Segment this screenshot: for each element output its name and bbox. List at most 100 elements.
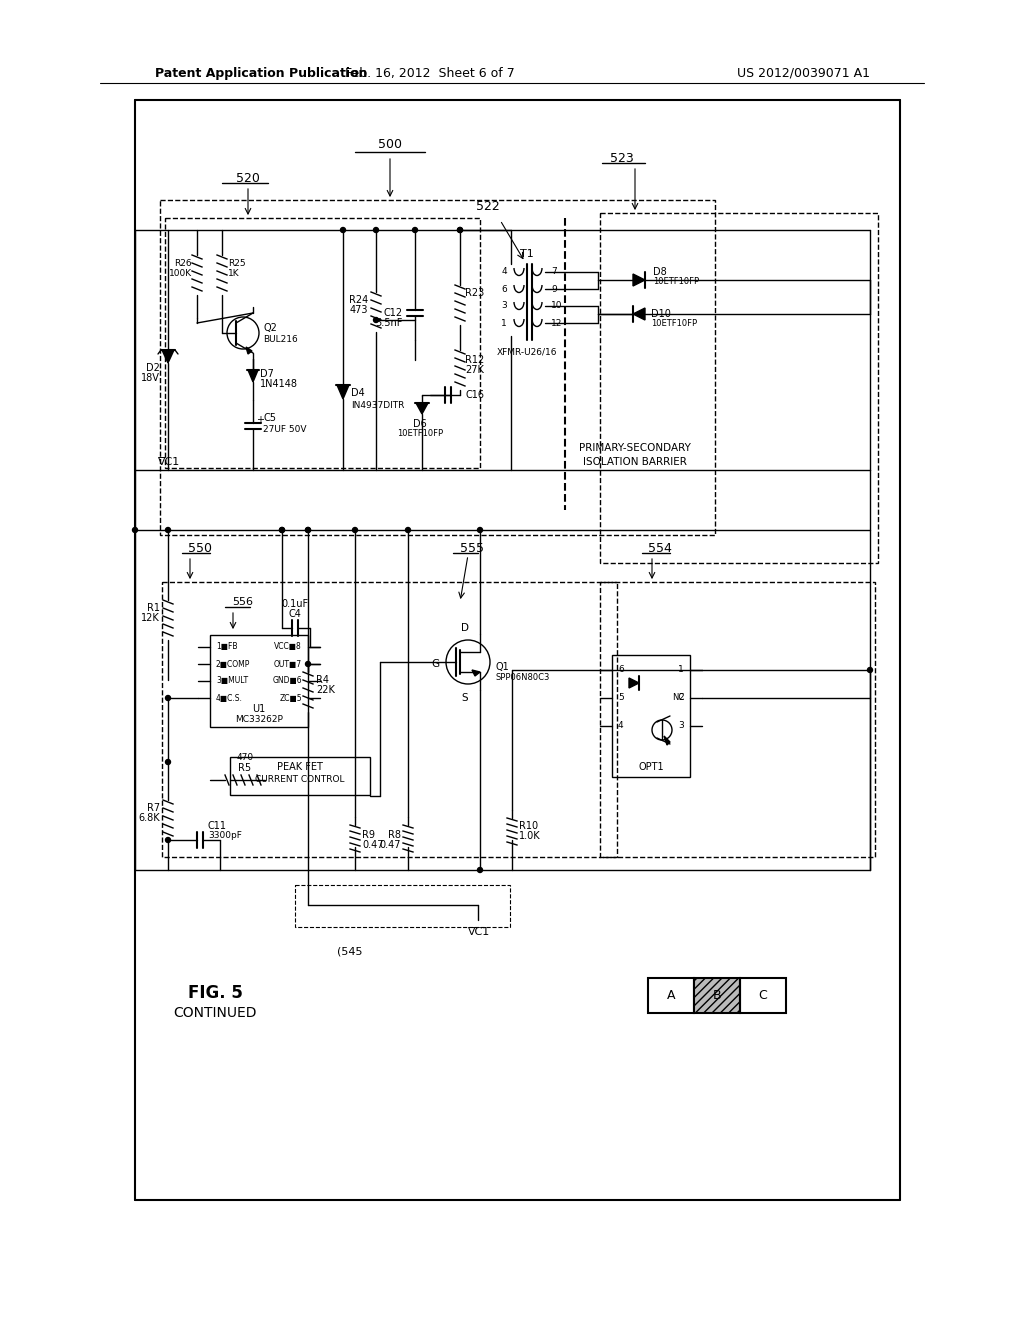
Text: XFMR-U26/16: XFMR-U26/16 [497, 347, 557, 356]
Circle shape [374, 227, 379, 232]
Text: D7: D7 [260, 370, 273, 379]
Bar [600, 213, 878, 564]
Text: C11: C11 [208, 821, 227, 832]
Text: 1K: 1K [228, 268, 240, 277]
Text: 22K: 22K [316, 685, 335, 696]
Bar [160, 201, 715, 535]
Text: 4■C.S.: 4■C.S. [216, 693, 243, 702]
Circle shape [132, 528, 137, 532]
Polygon shape [246, 347, 252, 354]
Bar [295, 884, 510, 927]
Polygon shape [416, 403, 428, 414]
Circle shape [305, 528, 310, 532]
Text: 6: 6 [618, 665, 624, 675]
Text: BUL216: BUL216 [263, 334, 298, 343]
Text: 27UF 50V: 27UF 50V [263, 425, 306, 434]
Text: 0.47: 0.47 [362, 840, 384, 850]
Text: C: C [759, 989, 767, 1002]
Polygon shape [664, 737, 670, 744]
Bar [648, 978, 694, 1012]
Text: 3300pF: 3300pF [208, 832, 242, 841]
Bar [740, 978, 786, 1012]
Circle shape [280, 528, 285, 532]
Text: 10: 10 [551, 301, 562, 310]
Text: 500: 500 [378, 139, 402, 152]
Text: 554: 554 [648, 541, 672, 554]
Circle shape [341, 227, 345, 232]
Circle shape [166, 528, 171, 532]
Text: 10ETF10FP: 10ETF10FP [651, 319, 697, 329]
Text: R7: R7 [146, 803, 160, 813]
Polygon shape [629, 678, 639, 688]
Text: 3: 3 [502, 301, 507, 310]
Text: R4: R4 [316, 675, 329, 685]
Text: R1: R1 [147, 603, 160, 612]
Bar [162, 582, 617, 857]
Text: D10: D10 [651, 309, 671, 319]
Circle shape [413, 227, 418, 232]
Text: 100K: 100K [169, 268, 193, 277]
Text: IN4937DITR: IN4937DITR [351, 400, 404, 409]
Text: D6: D6 [413, 418, 427, 429]
Text: 4: 4 [618, 722, 624, 730]
Text: 9: 9 [551, 285, 557, 293]
Polygon shape [248, 370, 258, 381]
Bar [612, 655, 690, 777]
Text: 473: 473 [349, 305, 368, 315]
Text: 2■COMP: 2■COMP [216, 660, 251, 668]
Text: 4: 4 [502, 268, 507, 276]
Text: PRIMARY-SECONDARY: PRIMARY-SECONDARY [579, 444, 691, 453]
Text: Patent Application Publication: Patent Application Publication [155, 66, 368, 79]
Circle shape [867, 668, 872, 672]
Circle shape [477, 867, 482, 873]
Text: 470: 470 [237, 754, 254, 763]
Text: 523: 523 [610, 152, 634, 165]
Text: 555: 555 [460, 541, 484, 554]
Text: R24: R24 [349, 294, 368, 305]
Circle shape [458, 227, 463, 232]
Text: US 2012/0039071 A1: US 2012/0039071 A1 [737, 66, 870, 79]
Text: 1.0K: 1.0K [519, 832, 541, 841]
Text: Feb. 16, 2012  Sheet 6 of 7: Feb. 16, 2012 Sheet 6 of 7 [345, 66, 515, 79]
Text: C4: C4 [289, 609, 301, 619]
Text: 522: 522 [476, 201, 500, 214]
Circle shape [305, 528, 310, 532]
Circle shape [305, 661, 310, 667]
Text: 2: 2 [678, 693, 684, 702]
Text: G: G [432, 659, 440, 669]
Bar [230, 756, 370, 795]
Circle shape [406, 528, 411, 532]
Polygon shape [162, 350, 174, 363]
Circle shape [280, 528, 285, 532]
Text: R26: R26 [174, 259, 193, 268]
Text: 550: 550 [188, 541, 212, 554]
Text: R9: R9 [362, 830, 375, 840]
Text: ZC■5: ZC■5 [280, 693, 302, 702]
Text: 1■FB: 1■FB [216, 643, 238, 652]
Text: 5.5nF: 5.5nF [376, 318, 403, 327]
Text: OUT■7: OUT■7 [273, 660, 302, 668]
Text: 0.1uF: 0.1uF [282, 599, 308, 609]
Text: R5: R5 [239, 763, 252, 774]
Text: ISOLATION BARRIER: ISOLATION BARRIER [583, 457, 687, 467]
Text: NC: NC [672, 693, 684, 702]
Text: D: D [461, 623, 469, 634]
Text: +: + [256, 414, 264, 425]
Text: OPT1: OPT1 [638, 762, 664, 772]
Text: 1N4148: 1N4148 [260, 379, 298, 389]
Text: R12: R12 [465, 355, 484, 366]
Text: MC33262P: MC33262P [236, 714, 283, 723]
Circle shape [477, 528, 482, 532]
Text: 520: 520 [237, 172, 260, 185]
Text: C16: C16 [465, 389, 484, 400]
Text: A: A [667, 989, 675, 1002]
Text: CONTINUED: CONTINUED [173, 1006, 257, 1020]
Text: 10ETF10FP: 10ETF10FP [653, 277, 699, 286]
Text: CURRENT CONTROL: CURRENT CONTROL [255, 775, 345, 784]
Text: S: S [462, 693, 468, 704]
Text: 18V: 18V [141, 374, 160, 383]
Text: 27K: 27K [465, 366, 484, 375]
Text: VCC■8: VCC■8 [274, 643, 302, 652]
Text: B: B [713, 989, 721, 1002]
Text: 12K: 12K [141, 612, 160, 623]
